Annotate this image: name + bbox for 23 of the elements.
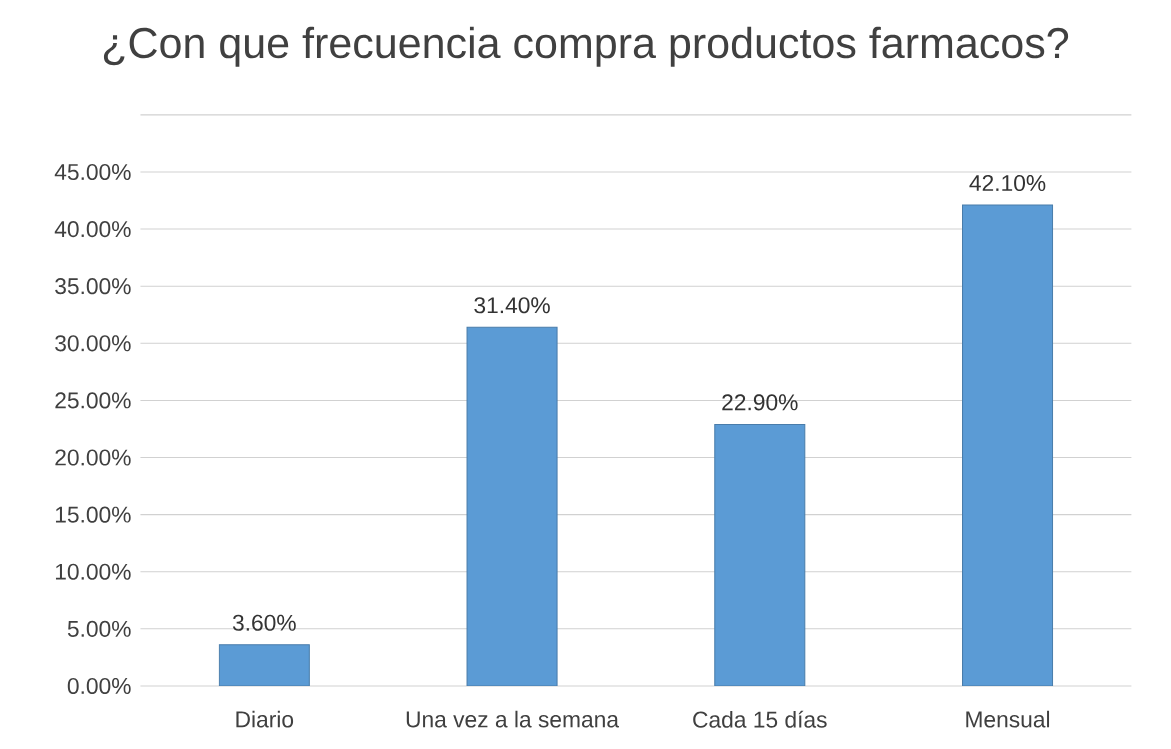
y-tick-label: 0.00% (67, 677, 131, 695)
y-tick-label: 35.00% (55, 278, 131, 295)
x-tick-label: Cada 15 días (693, 710, 827, 728)
y-tick-label: 25.00% (55, 392, 131, 409)
chart-title: ¿Con que frecuencia compra productos farmacos? (103, 26, 1069, 67)
x-tick-label: Mensual (966, 710, 1050, 728)
data-label: 3.60% (232, 614, 296, 631)
bar (218, 644, 310, 686)
y-tick-label: 15.00% (55, 506, 131, 523)
data-label: 31.40% (474, 297, 550, 314)
y-tick-label: 5.00% (67, 620, 131, 637)
y-tick-label: 45.00% (54, 163, 131, 181)
y-tick-label: 30.00% (55, 335, 131, 352)
bar (466, 326, 558, 686)
bar (714, 423, 806, 686)
y-tick-label: 40.00% (54, 221, 131, 238)
x-tick-label: Diario (236, 710, 294, 728)
data-label: 22.90% (722, 394, 798, 411)
bar (962, 204, 1054, 686)
y-tick-label: 10.00% (55, 563, 131, 580)
y-tick-label: 20.00% (55, 449, 131, 466)
x-tick-label: Una vez a la semana (406, 710, 619, 728)
data-label: 42.10% (969, 174, 1046, 192)
